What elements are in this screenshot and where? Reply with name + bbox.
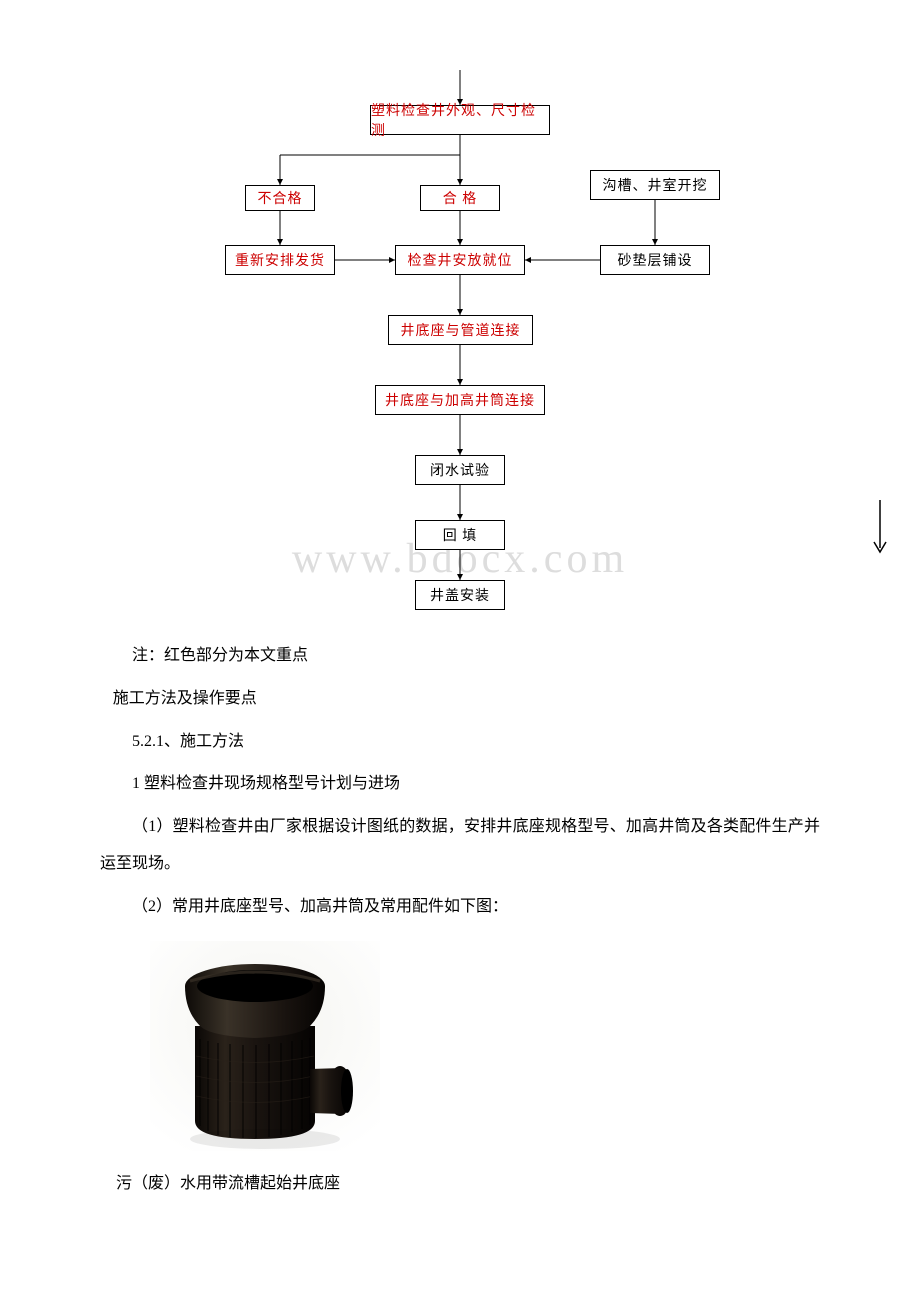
- note-red: 注：红色部分为本文重点: [100, 638, 820, 675]
- node-pass: 合 格: [420, 185, 500, 211]
- node-sand-bed: 砂垫层铺设: [600, 245, 710, 275]
- heading-methods: 施工方法及操作要点: [100, 681, 820, 718]
- caption: 污（废）水用带流槽起始井底座: [100, 1166, 820, 1203]
- node-placement: 检查井安放就位: [395, 245, 525, 275]
- node-excavation: 沟槽、井室开挖: [590, 170, 720, 200]
- node-base-pipe: 井底座与管道连接: [388, 315, 533, 345]
- node-base-riser: 井底座与加高井筒连接: [375, 385, 545, 415]
- node-cover-install: 井盖安装: [415, 580, 505, 610]
- side-down-arrow-icon: [870, 500, 890, 555]
- caption-text: 污（废）水用带流槽起始井底座: [100, 1166, 820, 1203]
- node-backfill: 回 填: [415, 520, 505, 550]
- node-water-test: 闭水试验: [415, 455, 505, 485]
- heading-item1: 1 塑料检查井现场规格型号计划与进场: [100, 766, 820, 803]
- para-2: （2）常用井底座型号、加高井筒及常用配件如下图：: [100, 889, 820, 926]
- body-text: 注：红色部分为本文重点 施工方法及操作要点 5.2.1、施工方法 1 塑料检查井…: [100, 638, 820, 926]
- node-fail: 不合格: [245, 185, 315, 211]
- para-1: （1）塑料检查井由厂家根据设计图纸的数据，安排井底座规格型号、加高井筒及各类配件…: [100, 809, 820, 883]
- node-inspection: 塑料检查井外观、尺寸检测: [370, 105, 550, 135]
- node-reship: 重新安排发货: [225, 245, 335, 275]
- heading-521: 5.2.1、施工方法: [100, 724, 820, 761]
- product-image: [150, 941, 820, 1151]
- flowchart-container: 塑料检查井外观、尺寸检测 不合格 合 格 沟槽、井室开挖 重新安排发货 检查井安…: [170, 60, 750, 620]
